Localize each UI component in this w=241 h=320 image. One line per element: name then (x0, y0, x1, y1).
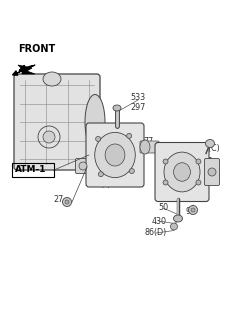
FancyBboxPatch shape (140, 141, 159, 153)
Text: 47: 47 (186, 158, 196, 167)
Ellipse shape (163, 180, 168, 185)
Text: 90: 90 (186, 206, 196, 215)
Ellipse shape (170, 223, 178, 230)
FancyBboxPatch shape (155, 142, 209, 202)
Ellipse shape (79, 162, 87, 170)
Text: 299: 299 (199, 169, 215, 178)
Ellipse shape (129, 169, 134, 173)
FancyArrow shape (13, 65, 35, 75)
Ellipse shape (96, 136, 101, 141)
Ellipse shape (127, 133, 132, 138)
Ellipse shape (163, 159, 168, 164)
Text: 430: 430 (152, 217, 167, 226)
Polygon shape (18, 65, 35, 74)
Ellipse shape (188, 205, 198, 214)
Ellipse shape (140, 140, 150, 154)
Text: 77: 77 (143, 138, 153, 147)
FancyBboxPatch shape (75, 158, 93, 173)
Ellipse shape (174, 163, 190, 181)
Ellipse shape (196, 159, 201, 164)
Ellipse shape (164, 152, 200, 192)
Ellipse shape (105, 144, 125, 166)
Text: FRONT: FRONT (18, 44, 55, 54)
FancyBboxPatch shape (14, 74, 100, 170)
FancyBboxPatch shape (205, 158, 220, 186)
Text: 50: 50 (158, 204, 168, 212)
Text: 76: 76 (125, 167, 135, 177)
Text: 74: 74 (100, 180, 110, 189)
Text: 86(C): 86(C) (198, 143, 220, 153)
Ellipse shape (191, 208, 195, 212)
Ellipse shape (62, 197, 72, 206)
Text: 421: 421 (155, 148, 171, 157)
Ellipse shape (43, 131, 55, 143)
Text: 533: 533 (130, 92, 146, 101)
Ellipse shape (43, 72, 61, 86)
Ellipse shape (95, 132, 135, 178)
Text: 297: 297 (130, 102, 146, 111)
Ellipse shape (208, 168, 216, 176)
Ellipse shape (206, 140, 214, 148)
Ellipse shape (65, 200, 69, 204)
Ellipse shape (85, 94, 105, 149)
FancyBboxPatch shape (86, 123, 144, 187)
Text: ATM-1: ATM-1 (15, 165, 47, 174)
Text: 417: 417 (197, 156, 213, 165)
Ellipse shape (98, 172, 103, 177)
Ellipse shape (113, 105, 121, 111)
Text: 86(D): 86(D) (145, 228, 167, 237)
Ellipse shape (196, 180, 201, 185)
Text: 27: 27 (53, 196, 63, 204)
Ellipse shape (174, 215, 182, 222)
